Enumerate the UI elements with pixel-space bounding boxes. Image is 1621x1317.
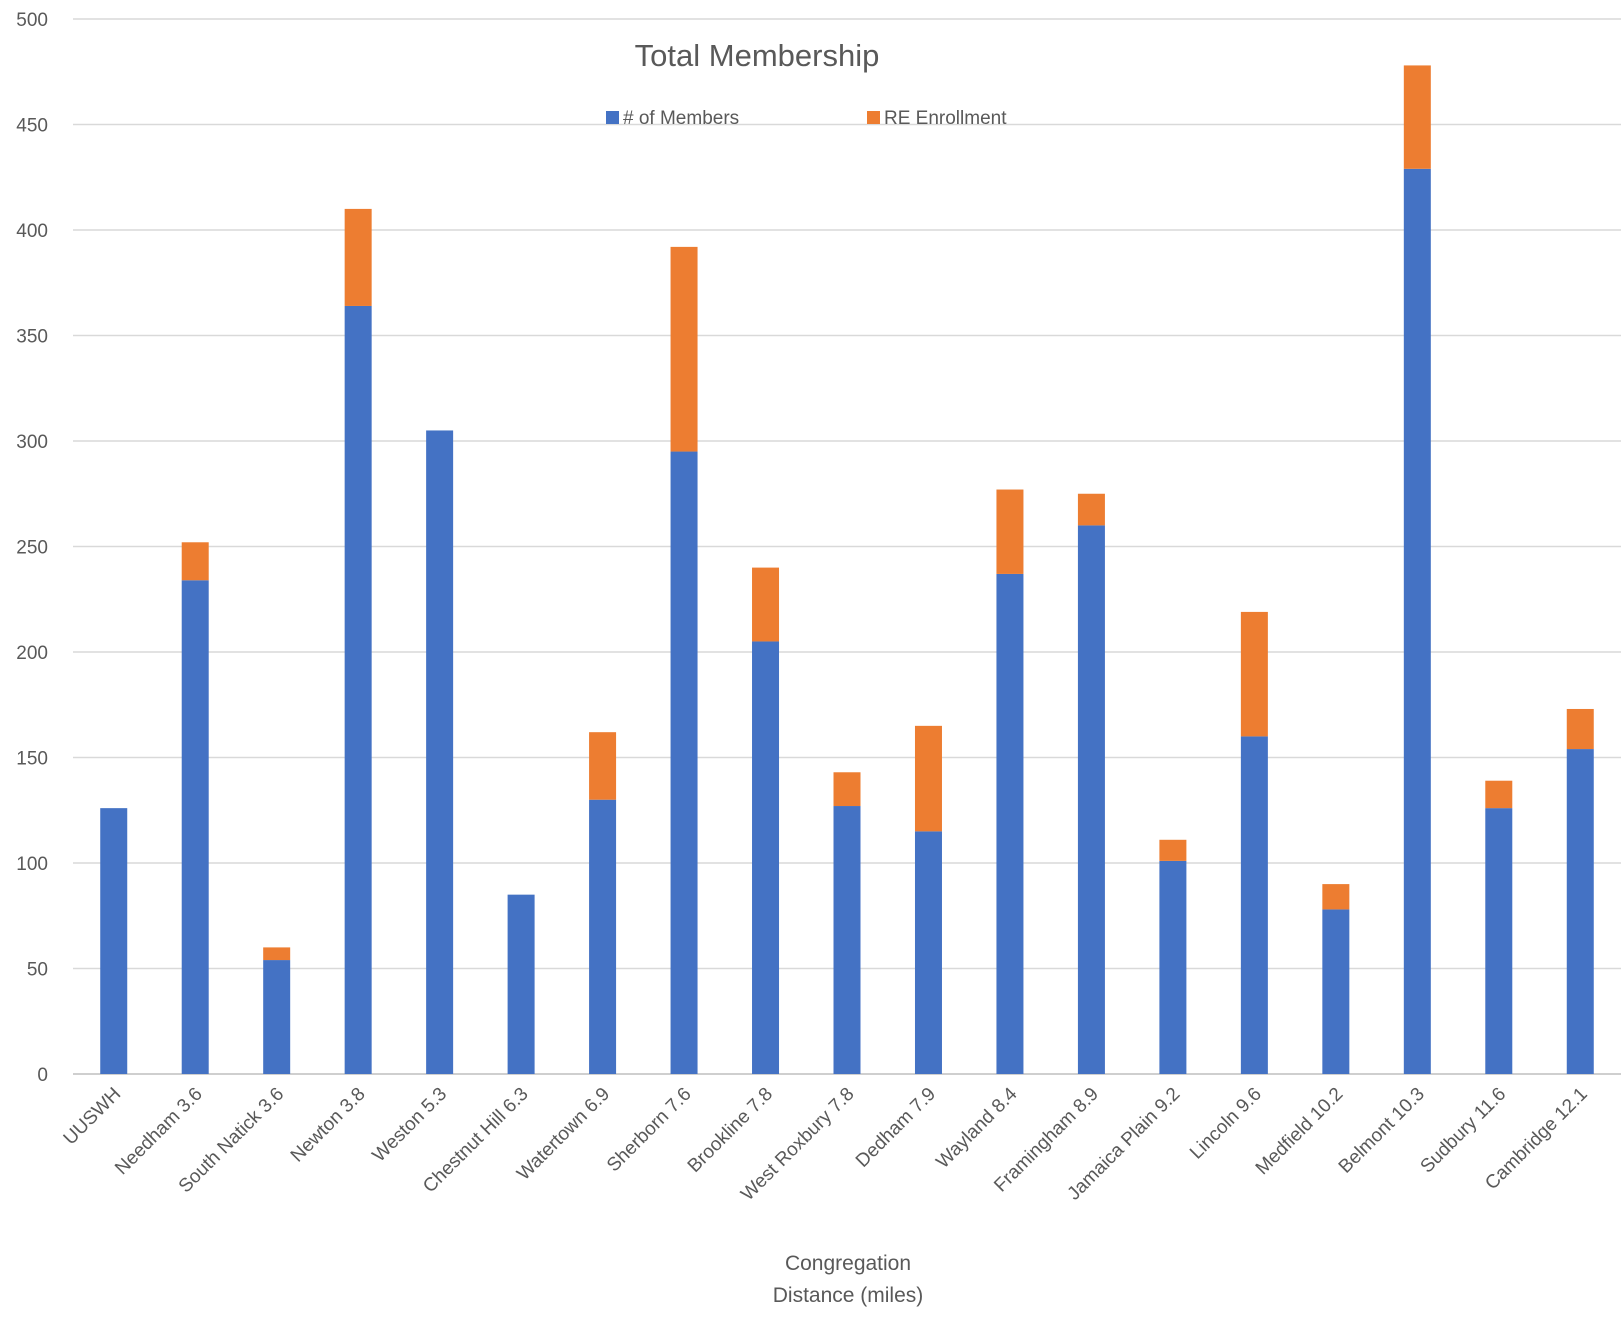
bar-members <box>263 960 291 1074</box>
x-tick-label: Weston 5.3 <box>369 1084 452 1167</box>
bar-re-enrollment <box>263 947 291 961</box>
bar-re-enrollment <box>344 208 372 306</box>
y-tick-label: 100 <box>16 854 48 875</box>
bar-re-enrollment <box>670 246 698 452</box>
x-tick-label: Newton 3.8 <box>287 1084 370 1167</box>
x-tick-label: Belmont 10.3 <box>1335 1084 1429 1178</box>
bar-members <box>833 806 861 1074</box>
x-axis-title-line-2: Distance (miles) <box>773 1284 924 1307</box>
bar-re-enrollment <box>589 732 617 800</box>
x-tick-label: Lincoln 9.6 <box>1186 1084 1266 1164</box>
y-axis-ticks: 0 50 100 150 200 250 300 350 400 450 500 <box>16 10 48 1086</box>
bar-re-enrollment <box>181 542 209 581</box>
bar-re-enrollment <box>1240 611 1268 737</box>
bar-re-enrollment <box>1159 839 1187 861</box>
bar-members <box>100 808 128 1074</box>
x-tick-label: Medfield 10.2 <box>1252 1084 1348 1180</box>
bar-re-enrollment <box>752 567 780 642</box>
y-tick-label: 350 <box>16 327 48 348</box>
y-tick-label: 500 <box>16 10 48 31</box>
bars <box>100 65 1594 1075</box>
bar-members <box>1485 808 1513 1074</box>
bar-members <box>1077 525 1105 1074</box>
bar-members <box>914 831 942 1074</box>
bar-members <box>670 451 698 1074</box>
legend-swatch-members <box>606 111 619 124</box>
chart-title: Total Membership <box>635 38 880 73</box>
bar-members <box>181 580 209 1074</box>
x-axis-title-line-1: Congregation <box>785 1252 911 1275</box>
legend: # of Members RE Enrollment <box>606 108 1007 129</box>
bar-members <box>1240 736 1268 1074</box>
y-tick-label: 300 <box>16 432 48 453</box>
bar-members <box>1403 168 1431 1074</box>
bar-re-enrollment <box>914 725 942 832</box>
y-tick-label: 450 <box>16 116 48 137</box>
legend-label-members: # of Members <box>623 108 739 129</box>
bar-members <box>1566 749 1594 1074</box>
bar-members <box>507 894 535 1074</box>
bar-members <box>1159 860 1187 1074</box>
y-tick-label: 200 <box>16 643 48 664</box>
y-tick-label: 150 <box>16 749 48 770</box>
bar-members <box>426 430 454 1074</box>
bar-re-enrollment <box>1566 708 1594 750</box>
bar-re-enrollment <box>1485 780 1513 809</box>
x-tick-label: UUSWH <box>60 1084 126 1150</box>
gridlines <box>73 18 1621 1075</box>
x-tick-label: Sherborn 7.6 <box>603 1084 696 1177</box>
bar-members <box>344 305 372 1075</box>
bar-members <box>589 799 617 1074</box>
legend-label-re-enrollment: RE Enrollment <box>884 108 1007 129</box>
bar-members <box>752 641 780 1074</box>
y-tick-label: 50 <box>27 960 48 981</box>
bar-re-enrollment <box>996 489 1024 574</box>
x-tick-label: Wayland 8.4 <box>932 1083 1021 1172</box>
x-tick-label: Dedham 7.9 <box>852 1084 940 1172</box>
bar-members <box>1322 909 1350 1074</box>
y-tick-label: 400 <box>16 221 48 242</box>
bar-re-enrollment <box>1077 493 1105 526</box>
bar-re-enrollment <box>1322 884 1350 910</box>
bar-members <box>996 573 1024 1074</box>
legend-swatch-re-enrollment <box>867 111 880 124</box>
bar-re-enrollment <box>1403 65 1431 169</box>
bar-re-enrollment <box>833 772 861 807</box>
y-tick-label: 250 <box>16 538 48 559</box>
y-tick-label: 0 <box>37 1065 48 1086</box>
